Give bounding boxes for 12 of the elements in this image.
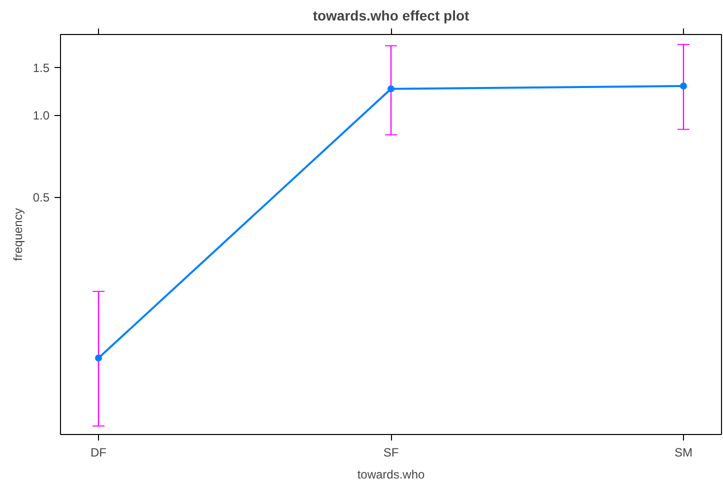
- x-tick-label: DF: [90, 446, 107, 460]
- point: [680, 82, 687, 90]
- y-tick-label: 1.0: [32, 108, 50, 123]
- chart-title: towards.who effect plot: [312, 8, 470, 24]
- point: [388, 85, 394, 92]
- y-axis-title: frequency: [10, 208, 25, 261]
- x-tick-label: SM: [674, 446, 692, 460]
- x-tick-label: SF: [383, 446, 399, 460]
- x-axis-title: towards.who: [357, 468, 426, 482]
- y-tick-label: 1.5: [32, 60, 50, 75]
- y-tick-label: 0.5: [32, 190, 50, 205]
- point: [95, 354, 102, 362]
